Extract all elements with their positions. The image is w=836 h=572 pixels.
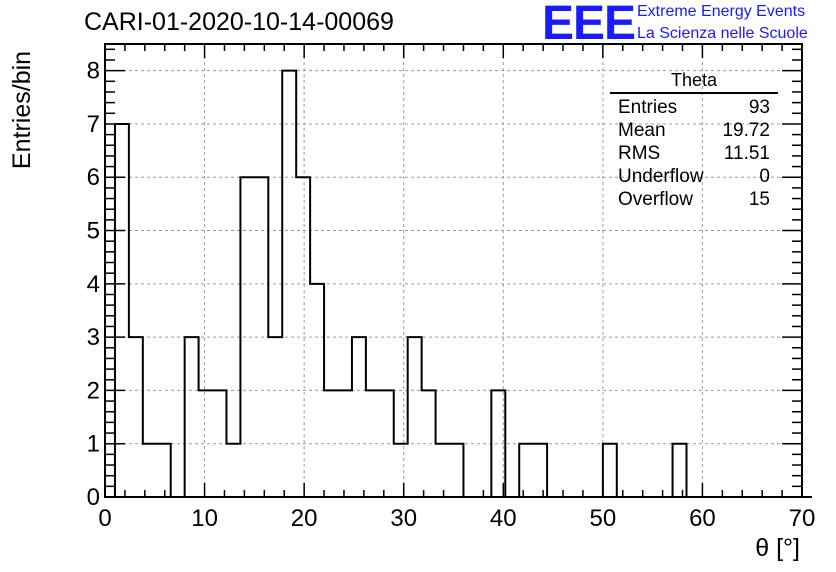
stats-value: 15 [748, 189, 770, 210]
histogram-bin [115, 124, 129, 497]
histogram-bin [408, 337, 422, 497]
x-tick-label: 20 [291, 505, 318, 532]
x-tick-labels: 0 10 20 30 40 50 60 70 [98, 505, 815, 532]
histogram-bin [185, 337, 199, 497]
y-tick-label: 5 [87, 218, 100, 245]
eee-logo: EEE [542, 0, 636, 50]
histogram-bin [143, 444, 157, 497]
axis-ticks [104, 44, 803, 498]
histogram-bin [268, 337, 282, 497]
histogram-bin [282, 71, 296, 497]
y-tick-label: 7 [87, 111, 100, 138]
stats-row-overflow: Overflow 15 [610, 188, 778, 211]
histogram-bin [226, 444, 240, 497]
x-tick-label: 50 [590, 505, 617, 532]
histogram-bin [436, 444, 450, 497]
histogram-bin [129, 337, 143, 497]
y-tick-label: 0 [87, 484, 100, 511]
logo-line-2: La Scienza nelle Scuole [637, 25, 808, 42]
stats-value: 0 [759, 166, 770, 187]
stats-label: Mean [618, 120, 666, 141]
stats-row-entries: Entries 93 [610, 96, 778, 119]
stats-box: Theta Entries 93 Mean 19.72 RMS 11.51 Un… [610, 70, 778, 211]
histogram-bin [673, 444, 687, 497]
stats-row-mean: Mean 19.72 [610, 119, 778, 142]
x-tick-label: 30 [390, 505, 417, 532]
y-tick-label: 4 [87, 271, 100, 298]
logo-line-1: Extreme Energy Events [637, 3, 806, 20]
x-axis-label: θ [°] [755, 534, 800, 562]
stats-label: Entries [618, 97, 678, 118]
y-tick-label: 1 [87, 431, 100, 458]
histogram-bin [519, 444, 533, 497]
histogram-bin [533, 444, 547, 497]
histogram-bin [157, 444, 171, 497]
y-tick-label: 2 [87, 377, 100, 404]
stats-value: 19.72 [722, 120, 770, 141]
histogram-bin [240, 177, 254, 497]
stats-label: Underflow [618, 166, 704, 187]
y-tick-label: 3 [87, 324, 100, 351]
y-axis-label: Entries/bin [8, 51, 36, 169]
x-tick-label: 0 [98, 505, 111, 532]
histogram-bin [352, 337, 366, 497]
stats-title: Theta [610, 70, 778, 94]
stats-row-rms: RMS 11.51 [610, 142, 778, 165]
stats-value: 11.51 [723, 143, 770, 164]
y-tick-labels: 0 1 2 3 4 5 6 7 8 [87, 58, 100, 511]
histogram-bin [199, 390, 213, 497]
stats-label: Overflow [618, 189, 693, 210]
x-tick-label: 10 [191, 505, 218, 532]
y-tick-label: 6 [87, 164, 100, 191]
plot-frame [104, 43, 803, 498]
histogram-bin [394, 444, 408, 497]
x-tick-label: 70 [789, 505, 816, 532]
histogram-bin [450, 444, 464, 497]
histogram-bin [603, 444, 617, 497]
chart-title: CARI-01-2020-10-14-00069 [84, 8, 394, 36]
x-tick-label: 60 [689, 505, 716, 532]
stats-value: 93 [748, 97, 770, 118]
y-tick-label: 8 [87, 58, 100, 85]
stats-row-underflow: Underflow 0 [610, 165, 778, 188]
x-tick-label: 40 [490, 505, 517, 532]
stats-label: RMS [618, 143, 661, 164]
